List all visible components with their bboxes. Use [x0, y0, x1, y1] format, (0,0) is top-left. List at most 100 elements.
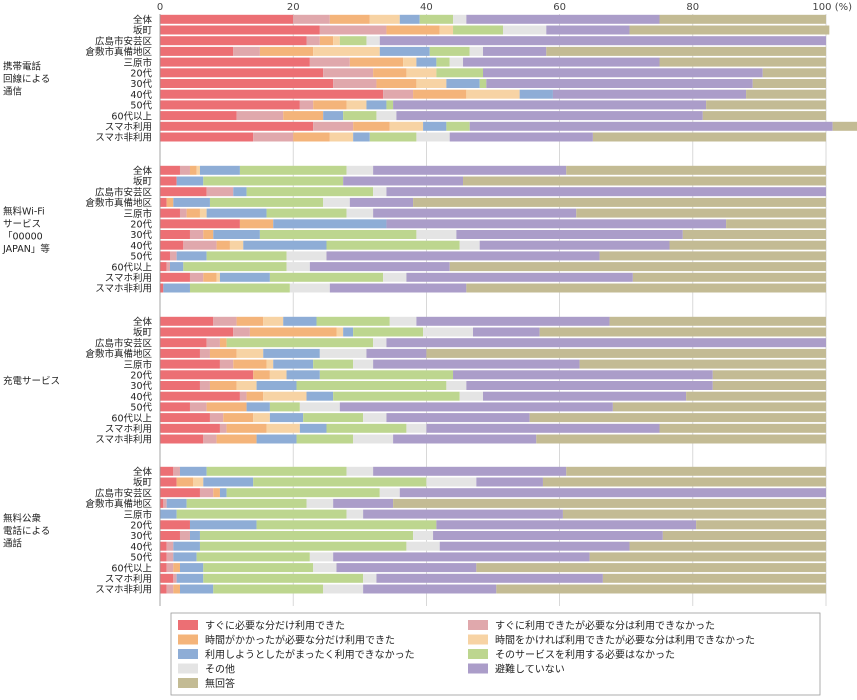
bar-segment — [329, 132, 354, 142]
bar-segment — [566, 165, 826, 175]
bar-segment — [259, 46, 314, 56]
bar-segment — [416, 230, 457, 239]
row-label: スマホ非利用 — [95, 434, 152, 446]
bar-segment — [283, 316, 317, 326]
bar-segment — [263, 316, 284, 326]
bar-segment — [160, 563, 167, 573]
bar-segment — [453, 25, 503, 35]
bar-segment — [199, 165, 240, 175]
bar-segment — [366, 100, 387, 110]
bar-segment — [203, 434, 217, 444]
bar-segment — [389, 316, 417, 326]
legend-swatch — [178, 620, 198, 630]
bar-segment — [233, 327, 250, 337]
bar-segment — [476, 563, 826, 573]
bar-segment — [659, 57, 826, 67]
bar-segment — [246, 402, 270, 412]
bar-segment — [219, 359, 234, 369]
row-label: 50代 — [130, 553, 152, 564]
bar-segment — [406, 423, 427, 433]
bar-segment — [476, 477, 543, 487]
bar-segment — [216, 434, 257, 444]
bar-segment — [386, 413, 530, 423]
bar-segment — [306, 36, 320, 46]
row-label: 坂町 — [133, 26, 153, 37]
bar-segment — [266, 359, 274, 369]
bar-segment — [160, 316, 214, 326]
group-title: 通話 — [3, 538, 23, 550]
bar-segment — [386, 338, 826, 348]
bar-segment — [426, 348, 826, 358]
legend-box — [170, 612, 821, 696]
bar-segment — [166, 197, 174, 207]
legend-label: 無回答 — [205, 677, 235, 690]
bar-segment — [160, 370, 254, 380]
bar-segment — [166, 498, 187, 508]
bar-segment — [219, 272, 270, 282]
bar-segment — [712, 381, 826, 390]
row-label: 40代 — [130, 392, 152, 403]
bar-segment — [349, 197, 414, 207]
row-label: 三原市 — [123, 208, 152, 220]
bar-segment — [466, 89, 520, 99]
bar-segment — [160, 251, 170, 261]
bar-segment — [343, 111, 377, 121]
bar-segment — [416, 79, 447, 88]
bar-segment — [179, 563, 204, 573]
x-tick-label: 60 — [553, 2, 566, 13]
bar-segment — [273, 219, 387, 229]
row-label: 20代 — [130, 371, 152, 382]
bar-segment — [160, 573, 174, 583]
bar-segment — [173, 197, 210, 207]
legend-swatch — [468, 663, 488, 674]
legend-swatch — [178, 634, 198, 645]
bar-segment — [483, 391, 687, 401]
bar-segment — [336, 327, 344, 337]
bar-segment — [383, 89, 414, 99]
bar-segment — [160, 262, 167, 272]
bar-segment — [399, 14, 420, 24]
bar-segment — [209, 197, 324, 207]
bar-segment — [239, 165, 347, 175]
row-label: スマホ利用 — [105, 573, 152, 585]
bar-segment — [612, 402, 826, 412]
bar-segment — [373, 68, 407, 78]
bar-segment — [160, 584, 167, 594]
bar-segment — [406, 272, 633, 282]
bar-segment — [366, 348, 427, 358]
bar-segment — [336, 563, 477, 573]
bar-segment — [303, 413, 364, 423]
x-tick-label: 80 — [686, 2, 699, 13]
bar-segment — [552, 89, 747, 99]
bar-segment — [269, 413, 304, 423]
bar-segment — [160, 100, 300, 110]
bar-segment — [189, 165, 197, 175]
bar-segment — [226, 488, 380, 498]
bar-segment — [439, 25, 454, 35]
bar-segment — [369, 14, 400, 24]
row-label: 40代 — [130, 542, 152, 553]
bar-segment — [333, 79, 377, 88]
bar-segment — [632, 272, 826, 282]
bar-segment — [160, 359, 220, 369]
bar-segment — [542, 477, 826, 487]
bar-segment — [376, 111, 397, 121]
bar-segment — [189, 402, 207, 412]
bar-segment — [269, 402, 300, 412]
bar-segment — [353, 327, 424, 337]
bar-segment — [319, 36, 334, 46]
bar-segment — [160, 520, 190, 530]
bar-segment — [246, 187, 374, 197]
row-label: 全体 — [133, 466, 153, 478]
bar-segment — [376, 573, 603, 583]
bar-segment — [173, 573, 177, 583]
bar-segment — [160, 272, 190, 282]
bar-segment — [313, 100, 347, 110]
bar-segment — [379, 36, 826, 46]
bar-segment — [436, 68, 484, 78]
bar-segment — [386, 187, 826, 197]
bar-segment — [266, 423, 300, 433]
bar-segment — [453, 14, 467, 24]
bar-segment — [166, 262, 170, 272]
row-label: 20代 — [130, 69, 152, 80]
